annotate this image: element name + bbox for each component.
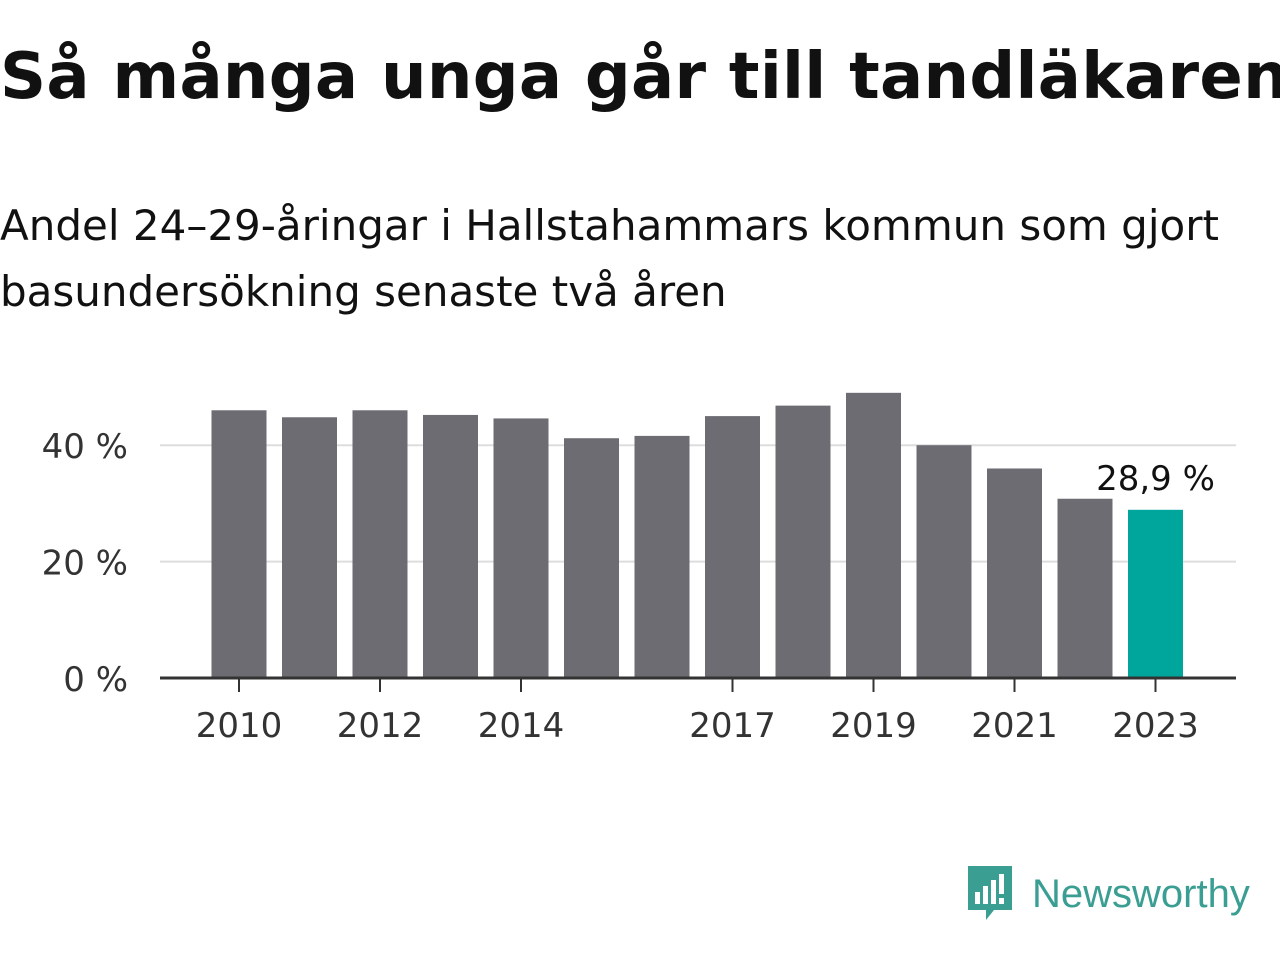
bar	[211, 410, 267, 678]
x-tick-label: 2023	[1112, 706, 1199, 746]
x-tick-label: 2014	[478, 706, 565, 746]
x-tick-label: 2021	[971, 706, 1058, 746]
x-tick-label: 2010	[196, 706, 283, 746]
x-tick-label: 2012	[337, 706, 424, 746]
y-tick-label: 0 %	[63, 660, 128, 700]
axes	[160, 676, 1236, 692]
bar	[987, 468, 1042, 678]
bar	[634, 435, 690, 678]
x-tick-label: 2019	[830, 706, 917, 746]
bar	[916, 445, 972, 678]
bar	[705, 416, 760, 678]
chart-title: Så många unga går till tandläkaren	[0, 40, 1280, 114]
grid-lines	[160, 444, 1236, 563]
bar	[423, 414, 478, 678]
chart-subtitle: Andel 24–29-åringar i Hallstahammars kom…	[0, 201, 1219, 316]
bar	[352, 410, 408, 678]
bar	[564, 438, 619, 678]
bar	[846, 392, 901, 678]
bar	[493, 418, 549, 678]
newsworthy-logo-icon	[968, 866, 1012, 920]
labels: 0 % 20 % 40 % 2010 2012 2014 2017 2019 2021 2023 2…	[42, 427, 1215, 746]
y-tick-label: 40 %	[42, 427, 128, 467]
brand-name: Newsworthy	[1032, 871, 1250, 916]
bar-chart: 0 % 20 % 40 % 2010 2012 2014 2017 2019 2021 2023 2…	[42, 392, 1236, 746]
y-tick-label: 20 %	[42, 544, 128, 584]
x-tick-label: 2017	[689, 706, 776, 746]
newsworthy-brand: Newsworthy	[964, 864, 1250, 924]
bars	[211, 392, 1183, 678]
bar	[1128, 509, 1183, 678]
bar	[282, 417, 337, 678]
bar	[1057, 498, 1113, 678]
bar	[775, 405, 831, 678]
data-label: 28,9 %	[1096, 459, 1215, 499]
